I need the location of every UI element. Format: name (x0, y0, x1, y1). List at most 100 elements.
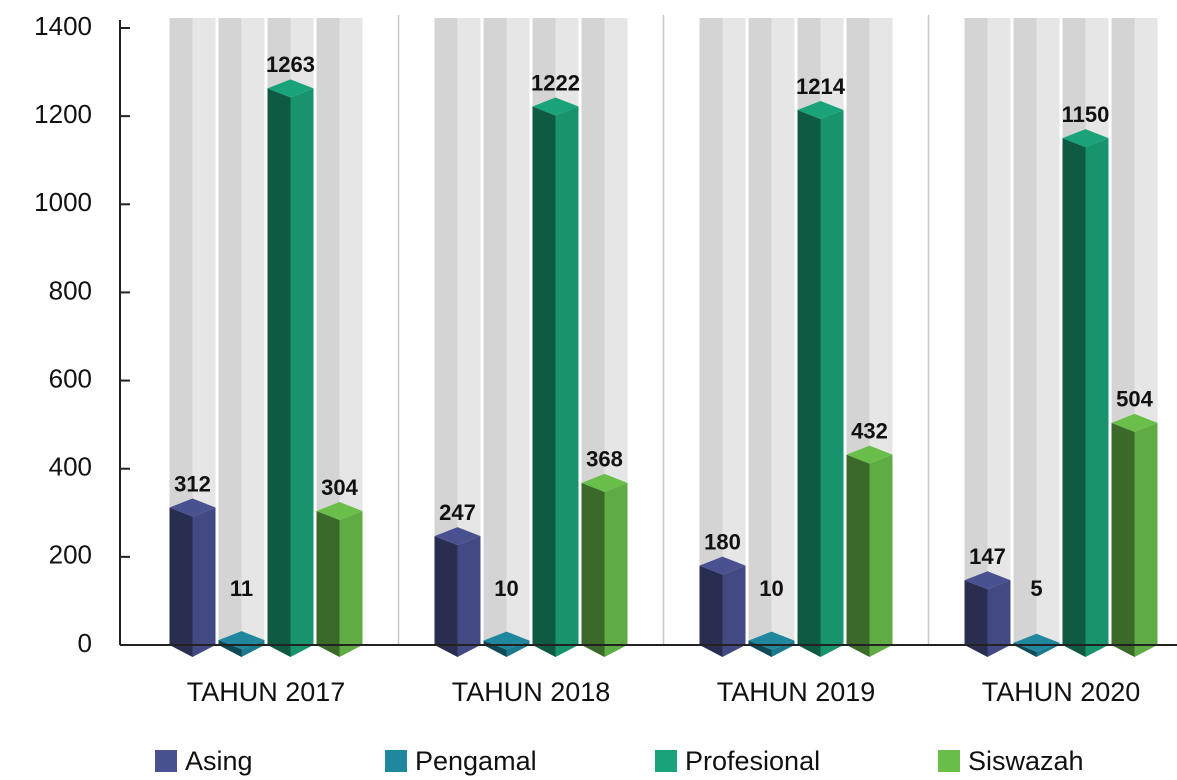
x-tick-label: TAHUN 2019 (717, 677, 876, 707)
bar-face (532, 97, 579, 116)
bar-face (581, 473, 628, 492)
bg-column (771, 18, 795, 645)
bar-face (1111, 422, 1135, 657)
bar-face (797, 109, 821, 658)
bg-column (748, 18, 772, 645)
bar-face (722, 565, 746, 657)
y-tick-label: 600 (49, 363, 92, 393)
data-label: 1263 (266, 52, 315, 77)
data-label: 180 (704, 529, 741, 554)
bg-column (722, 18, 746, 645)
bg-column (192, 18, 216, 645)
data-label: 10 (759, 576, 783, 601)
bar-face (1134, 422, 1158, 657)
bar-face (339, 511, 363, 657)
data-label: 1222 (531, 70, 580, 95)
bar (964, 571, 1011, 657)
bar (169, 498, 216, 657)
data-label: 368 (586, 447, 623, 472)
bar-face (316, 511, 340, 657)
x-tick-label: TAHUN 2018 (452, 677, 611, 707)
bar (797, 100, 844, 658)
data-label: 5 (1030, 576, 1042, 601)
bar (267, 79, 314, 657)
bar (1013, 633, 1060, 657)
x-tick-label: TAHUN 2017 (187, 677, 346, 707)
bg-column (483, 18, 507, 645)
bar-face (987, 580, 1011, 657)
y-tick-label: 1200 (34, 99, 92, 129)
x-tick-label: TAHUN 2020 (982, 677, 1141, 707)
data-label: 504 (1116, 387, 1153, 412)
data-label: 312 (174, 471, 211, 496)
bar (846, 445, 893, 657)
bar-face (581, 482, 605, 657)
bg-column (457, 18, 481, 645)
bar (1111, 413, 1158, 657)
y-tick-label: 800 (49, 275, 92, 305)
bg-column (506, 18, 530, 645)
bar-face (846, 445, 893, 464)
data-label: 247 (439, 500, 476, 525)
y-tick-label: 400 (49, 452, 92, 482)
bar-face (1062, 129, 1109, 148)
bar-face (434, 536, 458, 657)
y-tick-label: 1400 (34, 11, 92, 41)
bar-face (1085, 138, 1109, 657)
bar-face (290, 88, 314, 657)
bar (532, 97, 579, 657)
bar (581, 473, 628, 657)
bar-face (457, 536, 481, 657)
legend-swatch (655, 750, 677, 772)
data-label: 432 (851, 418, 888, 443)
bar-face (604, 482, 628, 657)
bar-face (192, 507, 216, 657)
bar (316, 502, 363, 657)
data-label: 1214 (796, 74, 846, 99)
bg-column (1013, 18, 1037, 645)
legend-label: Profesional (685, 746, 820, 776)
bar-face (316, 502, 363, 521)
bar-face (797, 100, 844, 119)
bar-face (1111, 413, 1158, 432)
data-label: 1150 (1062, 102, 1110, 127)
y-tick-label: 200 (49, 540, 92, 570)
data-label: 147 (969, 544, 1006, 569)
bg-column (987, 18, 1011, 645)
bar-face (1013, 633, 1060, 652)
bar-face (267, 79, 314, 98)
bg-column (1036, 18, 1060, 645)
legend-label: Siswazah (968, 746, 1084, 776)
legend-label: Asing (185, 746, 253, 776)
bg-column (339, 18, 363, 645)
bar-face (699, 556, 746, 575)
data-label: 11 (230, 576, 253, 601)
bar-face (169, 507, 193, 657)
bar-face (434, 527, 481, 546)
bar (1062, 129, 1109, 657)
bar-face (964, 571, 1011, 590)
bar-face (1036, 642, 1060, 657)
bar-face (555, 106, 579, 657)
y-tick-label: 1000 (34, 187, 92, 217)
bg-column (964, 18, 988, 645)
y-tick-label: 0 (78, 628, 92, 658)
data-label: 10 (494, 576, 518, 601)
bar-face (820, 109, 844, 658)
legend-swatch (385, 750, 407, 772)
bar-face (169, 498, 216, 517)
bg-column (241, 18, 265, 645)
bar-face (846, 454, 870, 657)
bar-face (869, 454, 893, 657)
bar (434, 527, 481, 657)
bg-column (169, 18, 193, 645)
data-label: 304 (321, 475, 358, 500)
legend-swatch (938, 750, 960, 772)
legend-swatch (155, 750, 177, 772)
legend-label: Pengamal (415, 746, 537, 776)
bar-face (1013, 642, 1037, 657)
bar (699, 556, 746, 657)
bar-face (532, 106, 556, 657)
bar-face (267, 88, 291, 657)
